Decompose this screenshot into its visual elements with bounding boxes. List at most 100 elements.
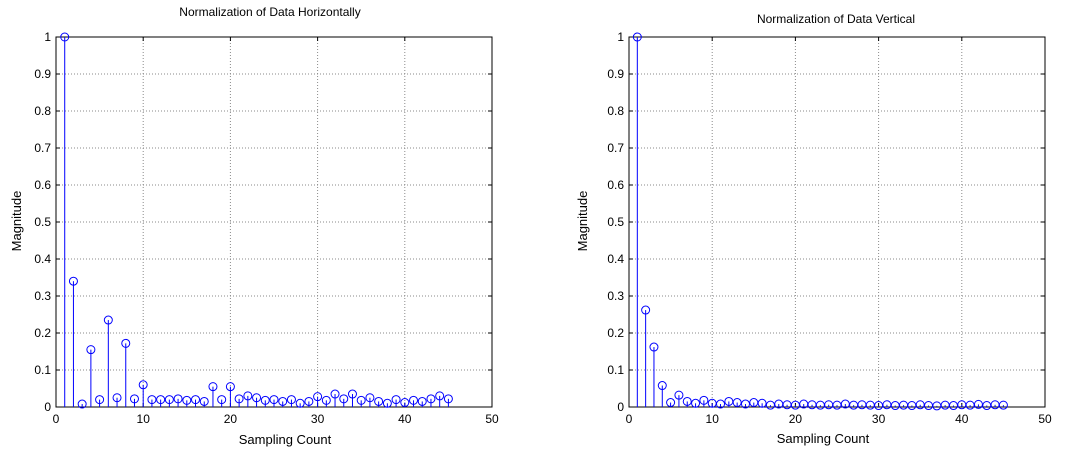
- y-tick-label: 0.4: [607, 252, 624, 266]
- y-axis-label: Magnitude: [9, 191, 24, 252]
- chart-panel-horizontal: Normalization of Data Horizontally Sampl…: [9, 5, 499, 447]
- x-tick-label: 0: [626, 412, 633, 426]
- stem-marker: [417, 396, 427, 406]
- stem-marker: [147, 395, 157, 405]
- stem-marker: [260, 395, 270, 405]
- stem-marker: [182, 395, 192, 405]
- y-tick-label: 0.6: [607, 178, 624, 192]
- stem-marker: [217, 395, 227, 405]
- stem-marker: [649, 342, 659, 352]
- stem-marker: [998, 400, 1008, 410]
- x-tick-label: 20: [224, 412, 238, 426]
- stem-marker: [304, 396, 314, 406]
- x-tick-label: 30: [872, 412, 886, 426]
- stem-marker: [356, 395, 366, 405]
- stem-marker: [339, 394, 349, 404]
- stem-marker: [347, 389, 357, 399]
- stem-marker: [691, 398, 701, 408]
- x-tick-label: 20: [789, 412, 803, 426]
- stem-marker: [313, 392, 323, 402]
- stem-marker: [443, 394, 453, 404]
- y-tick-label: 0.4: [34, 252, 51, 266]
- stem-marker: [716, 399, 726, 409]
- y-tick-label: 1: [44, 30, 51, 44]
- y-tick-label: 1: [617, 30, 624, 44]
- stem-marker: [243, 391, 253, 401]
- stem-marker: [60, 32, 70, 42]
- x-tick-label: 50: [485, 412, 499, 426]
- stem-marker: [252, 393, 262, 403]
- y-tick-label: 0.5: [607, 215, 624, 229]
- stem-marker: [121, 338, 131, 348]
- stem-marker: [365, 393, 375, 403]
- stem-marker: [278, 396, 288, 406]
- x-tick-label: 0: [53, 412, 60, 426]
- stem-marker: [191, 395, 201, 405]
- stem-marker: [740, 399, 750, 409]
- y-tick-label: 0.8: [34, 104, 51, 118]
- stem-marker: [295, 398, 305, 408]
- stem-marker: [330, 389, 340, 399]
- y-tick-label: 0.8: [607, 104, 624, 118]
- y-tick-label: 0.7: [34, 141, 51, 155]
- stem-marker: [225, 382, 235, 392]
- stem-marker: [321, 395, 331, 405]
- y-tick-label: 0.6: [34, 178, 51, 192]
- stem-marker: [657, 381, 667, 391]
- x-tick-label: 10: [706, 412, 720, 426]
- stem-marker: [286, 395, 296, 405]
- stem-marker: [632, 32, 642, 42]
- stem-marker: [382, 398, 392, 408]
- chart-panel-vertical: Normalization of Data Vertical Sampling …: [575, 12, 1052, 446]
- y-tick-label: 0.3: [34, 289, 51, 303]
- y-tick-label: 0.5: [34, 215, 51, 229]
- y-tick-label: 0.1: [607, 363, 624, 377]
- stem-marker: [112, 393, 122, 403]
- x-tick-label: 30: [311, 412, 325, 426]
- x-tick-label: 50: [1038, 412, 1052, 426]
- stem-marker: [199, 396, 209, 406]
- stem-marker: [426, 394, 436, 404]
- y-tick-label: 0: [44, 400, 51, 414]
- plot-frame: [55, 36, 493, 408]
- stem-marker: [391, 395, 401, 405]
- y-tick-label: 0.9: [34, 67, 51, 81]
- stem-marker: [435, 391, 445, 401]
- x-axis-label: Sampling Count: [777, 431, 870, 446]
- stem-marker: [234, 394, 244, 404]
- stem-marker: [757, 398, 767, 408]
- stem-marker: [409, 395, 419, 405]
- stem-marker: [641, 305, 651, 315]
- stem-marker: [129, 394, 139, 404]
- stem-marker: [666, 398, 676, 408]
- stem-marker: [164, 395, 174, 405]
- x-axis-label: Sampling Count: [239, 432, 332, 447]
- stem-marker: [86, 345, 96, 355]
- stem-marker: [208, 382, 218, 392]
- y-tick-label: 0.9: [607, 67, 624, 81]
- y-tick-label: 0.1: [34, 363, 51, 377]
- y-tick-label: 0.2: [34, 326, 51, 340]
- y-tick-label: 0.7: [607, 141, 624, 155]
- y-tick-label: 0: [617, 400, 624, 414]
- stem-marker: [674, 390, 684, 400]
- stem-marker: [269, 395, 279, 405]
- stem-marker: [173, 394, 183, 404]
- stem-marker: [374, 396, 384, 406]
- stem-marker: [77, 399, 87, 409]
- x-tick-label: 40: [398, 412, 412, 426]
- chart-title: Normalization of Data Horizontally: [179, 5, 360, 19]
- stem-marker: [68, 276, 78, 286]
- stem-marker: [732, 398, 742, 408]
- stem-marker: [138, 380, 148, 390]
- x-tick-label: 10: [137, 412, 151, 426]
- y-tick-label: 0.3: [607, 289, 624, 303]
- stem-marker: [682, 396, 692, 406]
- stem-marker: [103, 315, 113, 325]
- stem-marker: [95, 395, 105, 405]
- chart-title: Normalization of Data Vertical: [757, 12, 915, 26]
- y-tick-label: 0.2: [607, 326, 624, 340]
- stem-marker: [699, 395, 709, 405]
- stem-marker: [156, 395, 166, 405]
